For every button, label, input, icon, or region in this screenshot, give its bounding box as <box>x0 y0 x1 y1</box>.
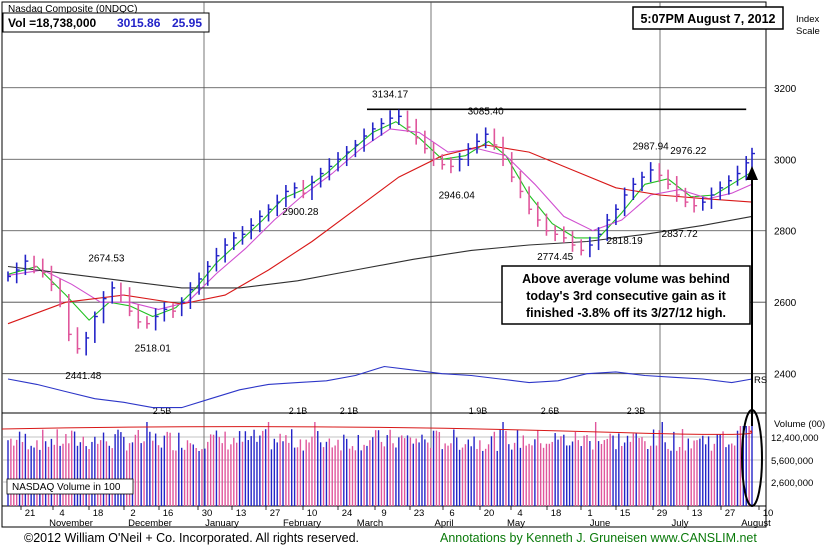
day-tick-label: 10 <box>307 508 318 519</box>
month-label: August <box>741 518 771 529</box>
day-tick-label: 18 <box>551 508 562 519</box>
day-tick-label: 29 <box>657 508 668 519</box>
volume-label: 2.1B <box>340 406 359 416</box>
price-annotation: 2900.28 <box>282 207 319 218</box>
day-tick-label: 16 <box>163 508 174 519</box>
month-label: July <box>672 518 689 529</box>
callout-arrowhead <box>746 166 758 180</box>
month-label: November <box>49 518 93 529</box>
volume-label: 2.6B <box>541 406 560 416</box>
day-tick-label: 21 <box>25 508 36 519</box>
price-annotation: 2774.45 <box>537 252 574 263</box>
timestamp-box <box>632 6 784 30</box>
volume-label: 1.9B <box>469 406 488 416</box>
day-tick-label: 4 <box>59 508 64 519</box>
volume-readout: Vol =18,738,000 <box>8 16 97 30</box>
callout-box <box>501 265 751 325</box>
price-tick-label: 3200 <box>774 84 797 95</box>
price-annotation: 2837.72 <box>662 229 699 240</box>
price-annotation: 2518.01 <box>135 344 172 355</box>
volume-average-line <box>1 426 753 435</box>
day-tick-label: 30 <box>202 508 213 519</box>
volume-highlight-ellipse <box>741 409 763 507</box>
day-tick-label: 27 <box>725 508 736 519</box>
volume-label: 2.5B <box>153 406 172 416</box>
stats-box <box>2 12 210 33</box>
axis-title-right: Index <box>796 14 819 25</box>
volume-label: 2.1B <box>289 406 308 416</box>
day-tick-label: 10 <box>763 508 774 519</box>
day-tick-label: 4 <box>517 508 522 519</box>
volume-tick-label: 12,400,000 <box>771 433 819 444</box>
price-annotation: 2674.53 <box>88 254 125 265</box>
volume-tick-label: 2,600,000 <box>771 478 813 489</box>
day-tick-label: 13 <box>692 508 703 519</box>
volume-axis-title: Volume (00) <box>774 419 825 430</box>
series-line-3 <box>7 215 753 289</box>
price-tick-label: 2800 <box>774 227 797 238</box>
series-line-4 <box>7 365 753 409</box>
day-tick-label: 18 <box>93 508 104 519</box>
price-annotation: 2818.19 <box>607 236 644 247</box>
annotation-credit: Annotations by Kenneth J. Gruneisen www.… <box>440 531 757 545</box>
price-tick-label: 2600 <box>774 298 797 309</box>
month-label: February <box>283 518 321 529</box>
month-label: May <box>507 518 525 529</box>
day-tick-label: 2 <box>130 508 135 519</box>
last-price: 3015.86 <box>117 16 161 30</box>
day-tick-label: 23 <box>414 508 425 519</box>
volume-legend-box <box>6 478 134 495</box>
series-line-1 <box>7 128 753 310</box>
day-tick-label: 24 <box>342 508 353 519</box>
day-tick-label: 1 <box>587 508 592 519</box>
month-label: April <box>434 518 453 529</box>
callout-line: Above average volume was behind <box>522 272 730 286</box>
month-label: June <box>590 518 611 529</box>
price-tick-label: 3000 <box>774 155 797 166</box>
price-annotation: 2441.48 <box>65 371 102 382</box>
day-tick-label: 13 <box>236 508 247 519</box>
price-annotation: 3085.40 <box>468 107 505 118</box>
volume-legend: NASDAQ Volume in 100 <box>12 482 121 493</box>
callout-line: finished -3.8% off its 3/27/12 high. <box>526 306 726 320</box>
month-label: January <box>205 518 239 529</box>
price-annotation: 3134.17 <box>372 89 409 100</box>
price-change: 25.95 <box>172 16 202 30</box>
price-annotation: 2946.04 <box>439 191 476 202</box>
day-tick-label: 20 <box>484 508 495 519</box>
timestamp: 5:07PM August 7, 2012 <box>640 12 775 26</box>
day-tick-label: 6 <box>449 508 454 519</box>
price-annotation: 2976.22 <box>670 146 707 157</box>
day-tick-label: 9 <box>381 508 386 519</box>
price-tick-label: 2400 <box>774 370 797 381</box>
rs-label: RS <box>754 375 767 386</box>
volume-tick-label: 5,600,000 <box>771 456 813 467</box>
volume-label: 2.3B <box>627 406 646 416</box>
day-tick-label: 27 <box>270 508 281 519</box>
day-tick-label: 15 <box>620 508 631 519</box>
axis-title-right: Scale <box>796 26 820 37</box>
month-label: December <box>128 518 172 529</box>
series-line-2 <box>7 144 753 325</box>
chart-title: Nasdaq Composite (0NDQC) <box>8 4 138 15</box>
price-annotation: 2987.94 <box>633 142 670 153</box>
callout-line: today's 3rd consecutive gain as it <box>526 289 726 303</box>
month-label: March <box>357 518 383 529</box>
copyright-text: ©2012 William O'Neil + Co. Incorporated.… <box>24 531 359 545</box>
